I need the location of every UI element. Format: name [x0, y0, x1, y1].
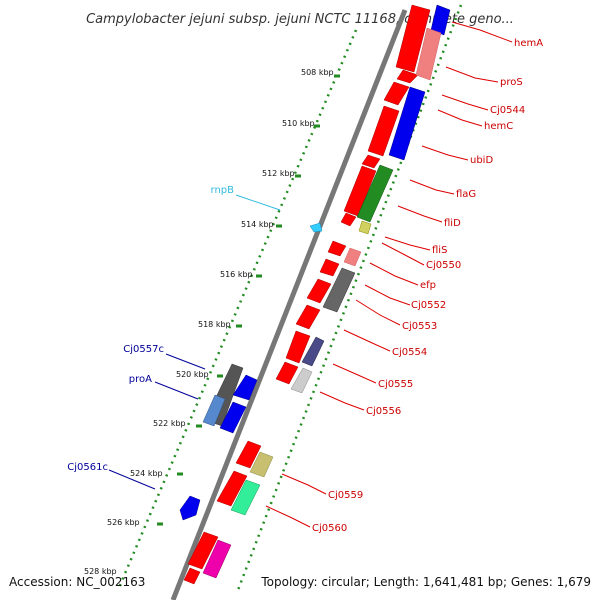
- gene-feature: [322, 267, 356, 313]
- gene-feature: [361, 154, 381, 169]
- gene-feature: [290, 367, 313, 394]
- gene-feature: [301, 336, 325, 367]
- gene-label: fliS: [432, 245, 447, 256]
- topology-text: Topology: circular; Length: 1,641,481 bp…: [260, 575, 591, 589]
- tick-label: 524 kbp: [130, 469, 163, 478]
- gene-feature: [309, 222, 323, 233]
- gene-feature: [249, 451, 274, 478]
- gene-label: Cj0560: [312, 523, 347, 534]
- outer-dotted-track: [236, 4, 463, 591]
- gene-label: Cj0554: [392, 347, 427, 358]
- gene-feature: [187, 531, 219, 570]
- tick-labels: 508 kbp 510 kbp 512 kbp 514 kbp 516 kbp …: [84, 68, 334, 576]
- gene-feature: [285, 330, 311, 364]
- tick-label: 514 kbp: [241, 220, 274, 229]
- gene-label: fliD: [444, 218, 461, 229]
- gene-label: Cj0559: [328, 490, 363, 501]
- gene-feature: [343, 247, 362, 267]
- gene-feature: [179, 495, 201, 521]
- tick-label: 526 kbp: [107, 518, 140, 527]
- gene-feature: [319, 258, 340, 277]
- tick-label: 516 kbp: [220, 270, 253, 279]
- accession-text: Accession: NC_002163: [9, 575, 145, 589]
- gene-feature: [202, 539, 232, 579]
- forward-strand-genes: [183, 4, 431, 585]
- gene-label: ubiD: [470, 155, 493, 166]
- genome-backbone: [170, 9, 408, 600]
- tick-label: 522 kbp: [153, 419, 186, 428]
- gene-feature: [275, 361, 299, 385]
- gene-label: Cj0550: [426, 260, 461, 271]
- label-leaders-left: [108, 194, 281, 490]
- gene-label: flaG: [456, 189, 476, 200]
- gene-label: efp: [420, 280, 436, 291]
- gene-label: Cj0561c: [67, 462, 108, 473]
- gene-feature: [232, 374, 258, 401]
- gene-feature: [367, 105, 400, 157]
- tick-label: 518 kbp: [198, 320, 231, 329]
- gene-label: proA: [129, 374, 152, 385]
- gene-feature: [295, 304, 321, 330]
- gene-feature: [396, 69, 419, 84]
- gene-feature: [340, 212, 357, 227]
- gene-feature: [430, 4, 451, 36]
- gene-feature: [327, 240, 347, 257]
- tick-label: 508 kbp: [301, 68, 334, 77]
- gene-label: proS: [500, 77, 523, 88]
- gene-labels-right: hemA proS Cj0544 hemC ubiD flaG fliD fli…: [312, 38, 543, 534]
- gene-feature: [358, 220, 372, 235]
- other-strand-genes: [179, 4, 451, 579]
- gene-feature: [388, 86, 426, 161]
- gene-feature: [415, 27, 442, 81]
- tick-label: 520 kbp: [176, 370, 209, 379]
- gene-label: Cj0553: [402, 321, 437, 332]
- gene-feature: [306, 278, 332, 304]
- gene-label: Cj0544: [490, 105, 525, 116]
- gene-feature: [230, 479, 261, 516]
- gene-label: rnpB: [211, 185, 235, 196]
- gene-feature: [383, 81, 410, 106]
- tick-label: 512 kbp: [262, 169, 295, 178]
- gene-label: hemA: [514, 38, 543, 49]
- tick-label: 510 kbp: [282, 119, 315, 128]
- gene-label: Cj0557c: [123, 344, 164, 355]
- gene-feature: [395, 4, 431, 73]
- gene-feature: [183, 567, 201, 585]
- tick-label: 528 kbp: [84, 567, 117, 576]
- gene-label: Cj0555: [378, 379, 413, 390]
- gene-feature: [356, 164, 394, 223]
- gene-feature: [219, 401, 247, 434]
- gene-label: Cj0556: [366, 406, 401, 417]
- label-leaders-right: [265, 21, 513, 528]
- gene-label: hemC: [484, 121, 513, 132]
- gene-feature: [235, 440, 262, 469]
- gene-feature: [202, 394, 226, 427]
- gene-label: Cj0552: [411, 300, 446, 311]
- gene-feature: [216, 470, 248, 507]
- tick-marks: [157, 74, 340, 526]
- map-title: Campylobacter jejuni subsp. jejuni NCTC …: [86, 12, 514, 27]
- gene-labels-left: rnpB Cj0557c proA Cj0561c: [67, 185, 234, 473]
